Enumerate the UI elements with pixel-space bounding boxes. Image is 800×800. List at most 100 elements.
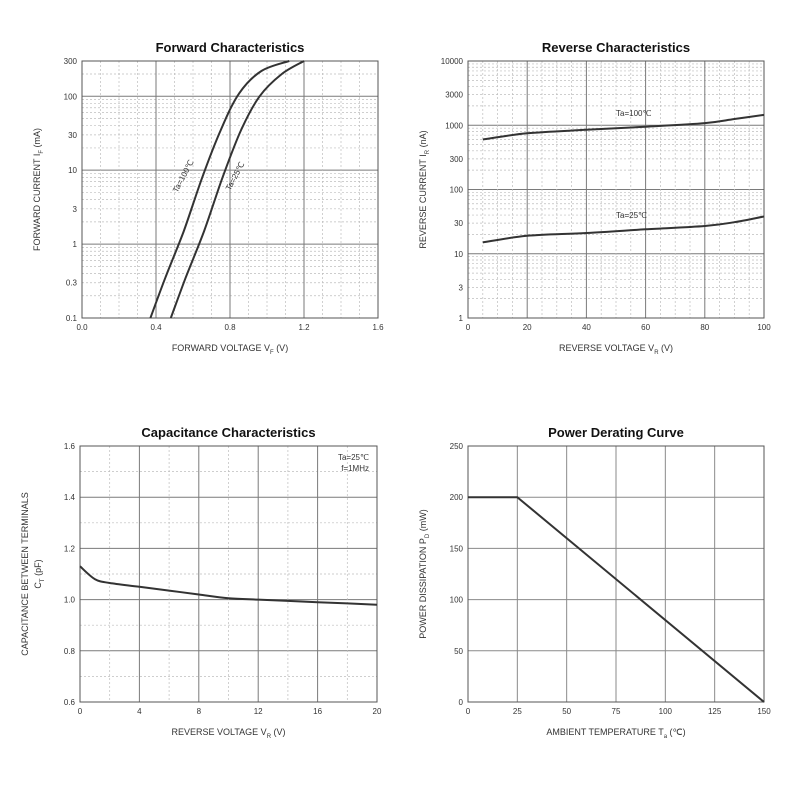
plot-frame — [81, 60, 379, 319]
chart-reverse: Reverse Characteristics 0 20 40 60 80 100 1 3 10 3… — [418, 40, 771, 356]
y-axis-symbol: P — [418, 538, 428, 544]
y-axis-symbol: I — [418, 154, 428, 157]
grid — [467, 61, 765, 319]
y-axis-subscript: R — [425, 149, 431, 154]
grid — [467, 445, 765, 703]
y-tick-label: 300 — [64, 57, 78, 66]
series-label-ta100: Ta=100℃ — [616, 109, 651, 118]
x-tick-label: 0.8 — [224, 323, 236, 332]
y-axis-subscript: F — [39, 150, 45, 154]
chart-title: Power Derating Curve — [548, 425, 684, 440]
chart-forward: Forward Characteristics 0.0 0.4 0.8 1.2 1.6 0.… — [32, 40, 384, 356]
x-tick-label: 75 — [612, 707, 621, 716]
y-axis-unit: (mA) — [32, 128, 42, 150]
y-tick-label: 3 — [459, 283, 464, 292]
y-axis-name: FORWARD CURRENT — [32, 156, 42, 251]
y-axis-unit: (mW) — [418, 509, 428, 534]
plot-frame — [467, 445, 765, 703]
y-axis-symbol: I — [32, 154, 42, 157]
y-axis-subscript: D — [425, 533, 431, 538]
x-axis-label: REVERSE VOLTAGE VR (V) — [171, 727, 285, 740]
y-tick-label: 1.2 — [64, 544, 76, 553]
x-tick-label: 4 — [137, 707, 142, 716]
y-tick-label: 1 — [459, 314, 464, 323]
x-tick-label: 25 — [513, 707, 522, 716]
x-axis-symbol: T — [658, 727, 664, 737]
x-axis-name: REVERSE VOLTAGE — [559, 343, 648, 353]
x-axis-subscript: R — [267, 734, 272, 740]
y-tick-label: 10 — [454, 250, 463, 259]
y-tick-label: 100 — [64, 92, 78, 101]
y-tick-label: 30 — [68, 131, 77, 140]
chart-capacitance: Capacitance Characteristics 0 4 8 12 16 20 0.6 0… — [20, 425, 382, 740]
chart-derating: Power Derating Curve 0 25 50 75 100 125 150 0 50 1… — [418, 425, 771, 740]
y-tick-label: 100 — [450, 596, 464, 605]
y-axis-label: FORWARD CURRENT IF (mA) — [32, 128, 45, 251]
y-tick-label: 0.8 — [64, 647, 76, 656]
x-axis-symbol: V — [261, 727, 267, 737]
x-tick-label: 150 — [757, 707, 771, 716]
y-tick-label: 200 — [450, 493, 464, 502]
x-tick-label: 8 — [197, 707, 202, 716]
y-tick-label: 0 — [459, 698, 464, 707]
x-tick-label: 100 — [659, 707, 673, 716]
plot-frame — [467, 60, 765, 319]
y-axis-subscript: T — [40, 578, 46, 582]
x-axis-name: FORWARD VOLTAGE — [172, 343, 264, 353]
y-tick-label: 0.3 — [66, 279, 78, 288]
x-axis-symbol: V — [264, 343, 270, 353]
x-axis-unit: (℃) — [667, 727, 686, 737]
y-tick-label: 3000 — [445, 91, 463, 100]
y-tick-label: 300 — [450, 155, 464, 164]
y-axis-unit: (pF) — [33, 559, 43, 578]
y-tick-label: 10000 — [441, 57, 464, 66]
x-axis-label: AMBIENT TEMPERATURE Ta (℃) — [546, 727, 685, 740]
y-tick-label: 0.1 — [66, 314, 78, 323]
x-axis-symbol: V — [648, 343, 654, 353]
x-tick-label: 0 — [466, 707, 471, 716]
series-line-2 — [169, 60, 305, 319]
x-axis-label: FORWARD VOLTAGE VF (V) — [172, 343, 288, 356]
x-tick-label: 40 — [582, 323, 591, 332]
x-tick-label: 0 — [466, 323, 471, 332]
x-tick-label: 0.4 — [150, 323, 162, 332]
x-tick-label: 20 — [373, 707, 382, 716]
x-tick-label: 60 — [641, 323, 650, 332]
y-tick-label: 1.6 — [64, 442, 76, 451]
x-tick-label: 0 — [78, 707, 83, 716]
x-tick-label: 80 — [700, 323, 709, 332]
y-axis-label: CAPACITANCE BETWEEN TERMINALS — [20, 492, 30, 656]
series-label-ta25: Ta=25℃ — [616, 211, 647, 220]
series-line-1 — [149, 60, 290, 319]
grid — [79, 445, 378, 703]
y-tick-label: 30 — [454, 219, 463, 228]
x-tick-label: 0.0 — [76, 323, 88, 332]
series-label-ta100: Ta=100℃ — [171, 158, 196, 194]
y-tick-label: 100 — [450, 186, 464, 195]
x-tick-label: 125 — [708, 707, 722, 716]
y-tick-label: 1.4 — [64, 493, 76, 502]
x-axis-subscript: a — [664, 734, 668, 740]
x-axis-name: AMBIENT TEMPERATURE — [546, 727, 658, 737]
series-line-1 — [79, 565, 378, 606]
x-axis-unit: (V) — [271, 727, 286, 737]
y-tick-label: 250 — [450, 442, 464, 451]
y-axis-name: POWER DISSIPATION — [418, 544, 428, 639]
y-tick-label: 3 — [73, 205, 78, 214]
plot-frame — [79, 445, 378, 703]
y-axis-label: POWER DISSIPATION PD (mW) — [418, 509, 431, 639]
chart-title: Reverse Characteristics — [542, 40, 690, 55]
x-tick-label: 100 — [757, 323, 771, 332]
x-tick-label: 1.2 — [298, 323, 310, 332]
y-tick-label: 1.0 — [64, 596, 76, 605]
y-tick-label: 50 — [454, 647, 463, 656]
x-tick-label: 1.6 — [372, 323, 384, 332]
x-tick-label: 16 — [313, 707, 322, 716]
chart-title: Forward Characteristics — [156, 40, 305, 55]
x-tick-label: 50 — [562, 707, 571, 716]
x-axis-unit: (V) — [274, 343, 289, 353]
chart-title: Capacitance Characteristics — [141, 425, 315, 440]
y-axis-symbol: C — [33, 582, 43, 589]
y-tick-label: 10 — [68, 166, 77, 175]
